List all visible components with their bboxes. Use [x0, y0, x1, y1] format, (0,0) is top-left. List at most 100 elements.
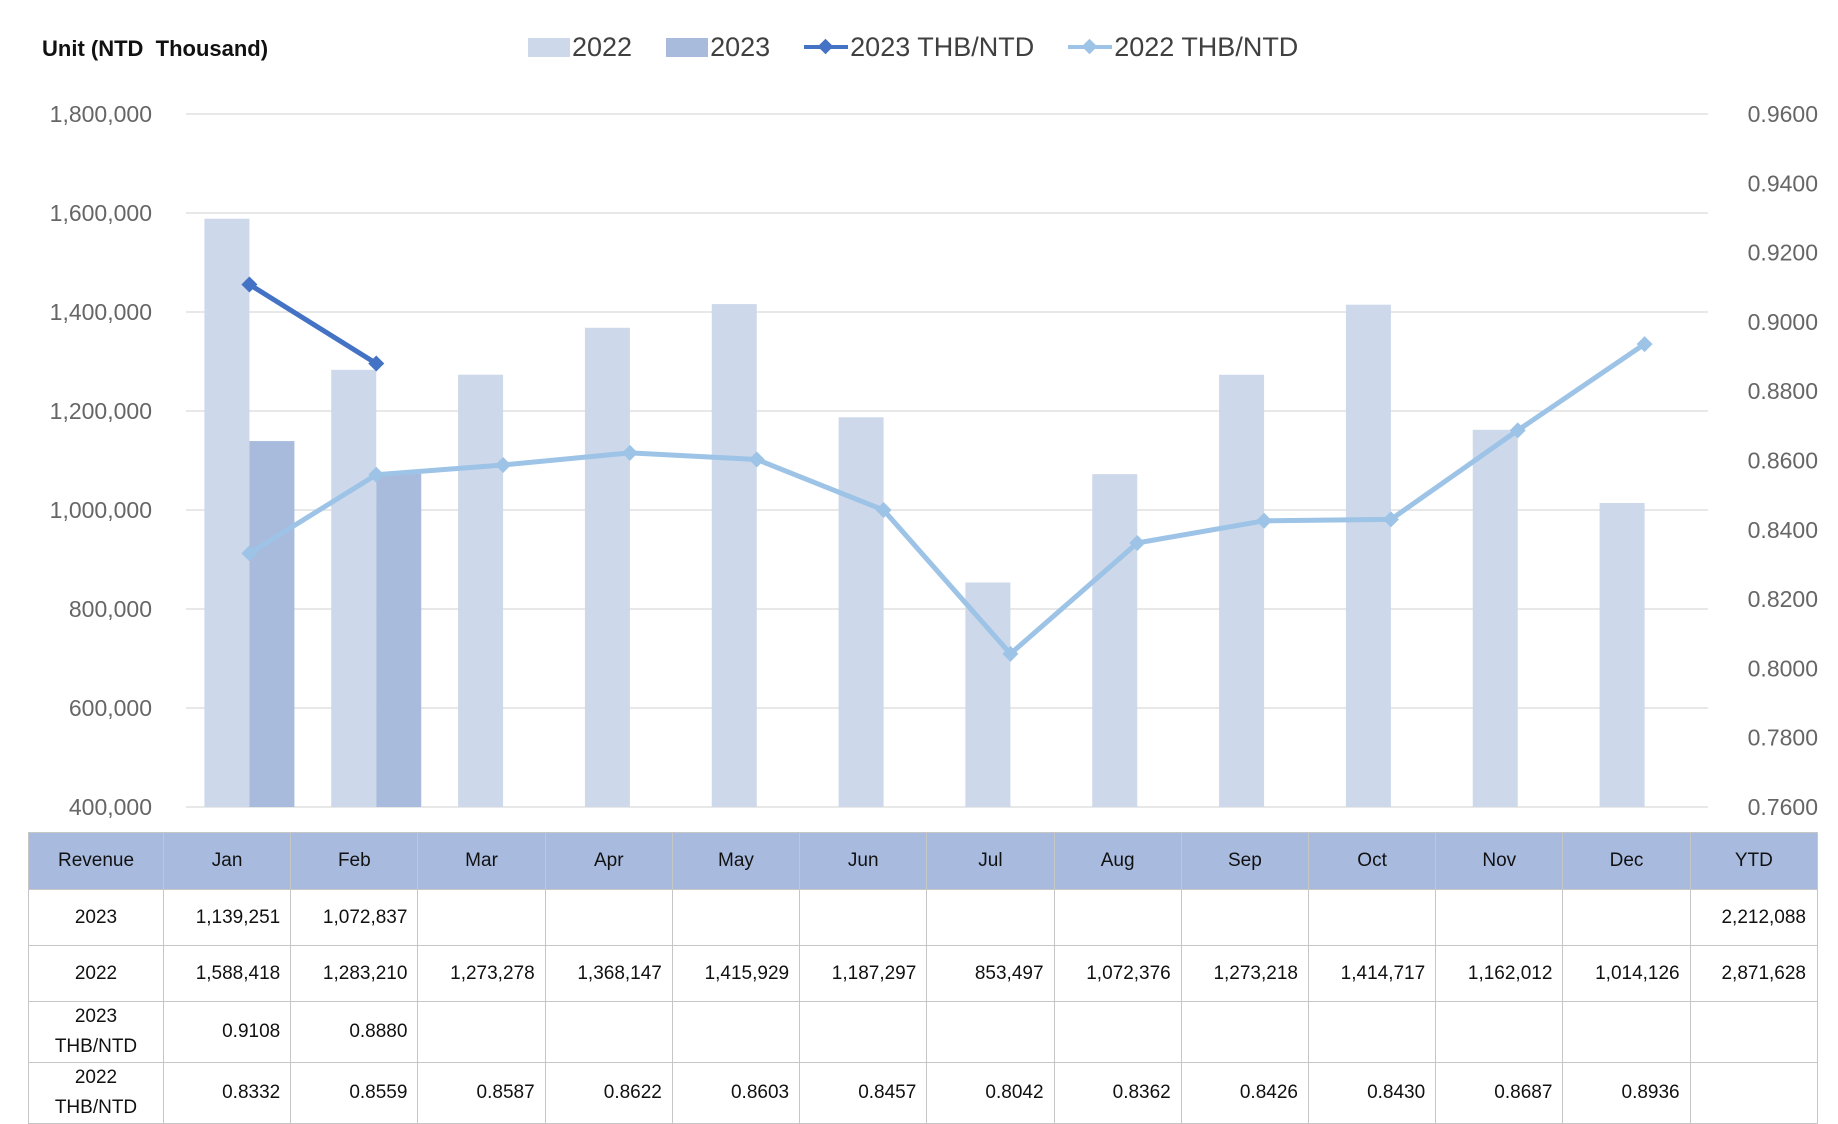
legend-item-2022-rate: 2022 THB/NTD — [1068, 32, 1298, 63]
table-cell — [1307, 889, 1437, 946]
marker-2022-rate — [875, 502, 892, 519]
table-cell — [799, 1001, 928, 1063]
table-cell: 1,162,012 — [1435, 945, 1564, 1002]
right-axis-tick: 0.9200 — [1748, 240, 1818, 266]
marker-2023-rate — [241, 276, 258, 293]
table-cell — [1562, 1001, 1691, 1063]
legend-label-2023: 2023 — [710, 31, 771, 62]
marker-2022-rate — [241, 545, 258, 562]
bar-2022 — [584, 327, 630, 807]
right-axis-tick: 0.8800 — [1748, 378, 1818, 404]
marker-2022-rate — [621, 444, 638, 461]
table-ytd-cell: 2,871,628 — [1689, 945, 1819, 1002]
table-cell: 0.8426 — [1180, 1062, 1309, 1124]
table-header-cell: Apr — [544, 832, 673, 890]
legend-label-2022-rate: 2022 THB/NTD — [1114, 31, 1299, 62]
table-cell — [671, 1001, 801, 1063]
legend-item-2023-rate: 2023 THB/NTD — [804, 32, 1034, 63]
left-axis-tick: 1,200,000 — [50, 398, 152, 424]
marker-2022-rate — [368, 466, 385, 483]
table-cell — [544, 1001, 673, 1063]
left-axis-tick: 1,800,000 — [50, 101, 152, 127]
table-cell — [926, 1001, 1055, 1063]
bar-2022 — [838, 417, 884, 807]
table-cell: 1,273,218 — [1180, 945, 1309, 1002]
legend-swatch-2022 — [528, 37, 570, 57]
table-ytd-cell — [1689, 1001, 1819, 1063]
revenue-table: Revenue Jan Feb Mar Apr May Jun Jul Aug Sep Oct Nov… — [28, 832, 1819, 1124]
legend-label-2023-rate: 2023 THB/NTD — [850, 31, 1035, 62]
table-cell: 0.8430 — [1307, 1062, 1437, 1124]
table-cell — [1053, 889, 1182, 946]
bar-2022 — [204, 218, 250, 807]
unit-label: Unit (NTD Thousand) — [42, 36, 269, 61]
table-cell — [417, 889, 546, 946]
legend-swatch-2023 — [666, 37, 709, 57]
table-cell: 0.8332 — [162, 1062, 292, 1124]
table-cell: 1,139,251 — [162, 889, 292, 946]
table-cell: 1,368,147 — [544, 945, 673, 1002]
table-cell: 0.8936 — [1562, 1062, 1691, 1124]
bar-2022 — [458, 374, 504, 807]
table-row-label: 2022 THB/NTD — [28, 1062, 164, 1124]
bar-2022 — [965, 582, 1011, 807]
table-ytd-cell: 2,212,088 — [1689, 889, 1819, 946]
legend-item-2023: 2023 — [666, 32, 770, 63]
legend-label-2022: 2022 — [572, 31, 633, 62]
left-axis-tick: 400,000 — [69, 794, 152, 820]
marker-2022-rate — [1382, 511, 1399, 528]
table-row-label: 2023 THB/NTD — [28, 1001, 164, 1063]
right-axis-tick: 0.9600 — [1748, 101, 1818, 127]
table-header-cell: Revenue — [28, 832, 164, 890]
right-axis-tick: 0.7800 — [1748, 725, 1818, 751]
table-cell: 0.8559 — [290, 1062, 419, 1124]
right-axis-tick: 0.8600 — [1748, 448, 1818, 474]
table-header-cell: Aug — [1053, 832, 1182, 890]
left-axis-tick: 1,600,000 — [50, 200, 152, 226]
bar-2022 — [1599, 503, 1645, 807]
table-cell: 0.8603 — [671, 1062, 801, 1124]
revenue-chart: 400,000 600,000 800,000 1,000,000 1,200,000 1… — [50, 101, 1818, 820]
table-cell: 1,072,837 — [290, 889, 419, 946]
table-cell: 1,415,929 — [671, 945, 801, 1002]
marker-2022-rate — [1636, 336, 1653, 353]
marker-2022-rate — [1002, 645, 1019, 662]
legend-line-2023-rate — [804, 36, 849, 58]
table-cell: 0.8587 — [417, 1062, 546, 1124]
table-header-cell: Nov — [1435, 832, 1564, 890]
left-axis-tick: 1,000,000 — [50, 497, 152, 523]
right-axis-tick: 0.8400 — [1748, 517, 1818, 543]
right-axis-tick: 0.7600 — [1748, 794, 1818, 820]
line-2022-rate — [248, 342, 1646, 657]
bar-2022 — [1092, 474, 1138, 807]
bar-2023 — [376, 473, 422, 807]
table-cell: 0.8622 — [544, 1062, 673, 1124]
table-cell — [926, 889, 1055, 946]
table-cell: 1,588,418 — [162, 945, 292, 1002]
table-header-cell: Jun — [799, 832, 928, 890]
legend-item-2022: 2022 — [528, 32, 632, 63]
left-axis-tick: 600,000 — [69, 695, 152, 721]
right-axis-tick: 0.9400 — [1748, 170, 1818, 196]
table-row-label: 2023 — [28, 889, 164, 946]
bar-2022 — [711, 304, 757, 807]
table-header-cell: Jul — [926, 832, 1055, 890]
table-row: 2023 1,139,251 1,072,837 2,212,088 — [28, 889, 1819, 946]
table-row: 2022 1,588,418 1,283,210 1,273,278 1,368,147… — [28, 945, 1819, 1002]
legend-line-2022-rate — [1068, 36, 1113, 58]
table-cell — [1307, 1001, 1437, 1063]
left-axis-tick: 800,000 — [69, 596, 152, 622]
table-cell — [1180, 1001, 1309, 1063]
table-header-cell: Feb — [290, 832, 419, 890]
table-cell: 0.8042 — [926, 1062, 1055, 1124]
bar-2022 — [1345, 304, 1391, 807]
bar-2022 — [1219, 374, 1265, 807]
table-cell: 0.9108 — [162, 1001, 292, 1063]
chart-legend: 2022 2023 2023 THB/NTD 2022 THB/NTD — [528, 30, 1332, 64]
right-axis-tick: 0.8200 — [1748, 586, 1818, 612]
right-axis-tick: 0.9000 — [1748, 309, 1818, 335]
table-cell: 0.8362 — [1053, 1062, 1182, 1124]
marker-2023-rate — [368, 355, 385, 372]
table-cell: 1,072,376 — [1053, 945, 1182, 1002]
table-cell — [1435, 1001, 1564, 1063]
